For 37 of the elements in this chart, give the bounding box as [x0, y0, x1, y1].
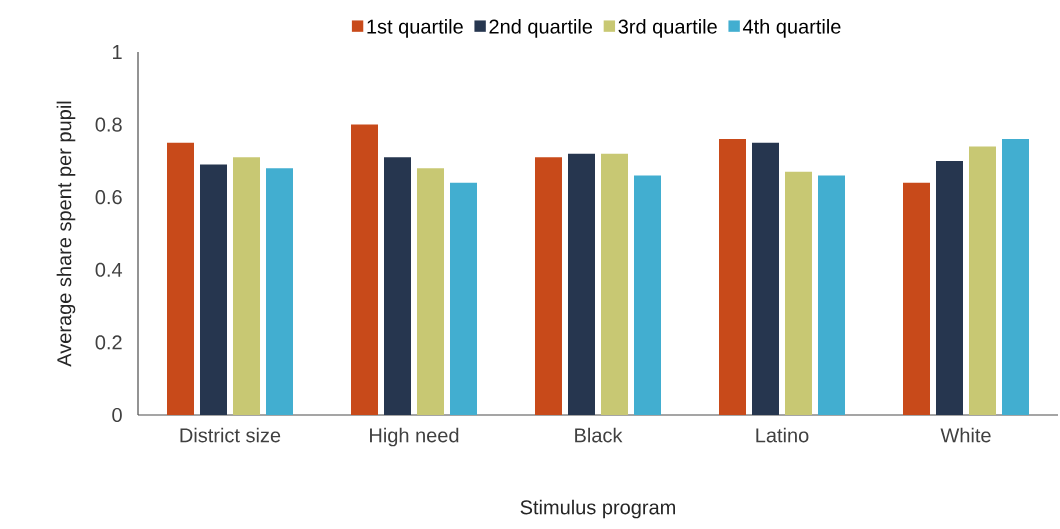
bar	[969, 146, 996, 415]
y-axis-title: Average share spent per pupil	[56, 101, 76, 367]
legend-label: 3rd quartile	[618, 19, 717, 38]
bar	[719, 139, 746, 415]
bar	[266, 168, 293, 415]
legend-label: 1st quartile	[367, 19, 463, 38]
bar	[568, 153, 595, 415]
y-tick-label: 1	[113, 45, 122, 59]
x-tick-label: Latino	[756, 427, 809, 443]
bar	[752, 142, 779, 415]
bar	[535, 157, 562, 415]
x-tick-label: High need	[370, 427, 459, 447]
x-tick-label: District size	[180, 427, 281, 443]
bar	[200, 164, 227, 415]
bar	[417, 168, 444, 415]
y-tick-label: 0.2	[95, 335, 122, 350]
y-tick-label: 0.6	[95, 190, 122, 205]
bar	[818, 175, 845, 415]
bar	[936, 160, 963, 415]
y-tick-label: 0	[112, 407, 122, 423]
legend-label: 4th quartile	[742, 19, 841, 38]
bar	[601, 153, 628, 415]
y-tick-label: 0.4	[95, 262, 123, 277]
bar	[450, 182, 477, 415]
bar	[1002, 139, 1029, 415]
bar	[634, 175, 661, 415]
bar	[167, 142, 194, 415]
bar	[384, 157, 411, 415]
x-tick-label: Black	[575, 427, 623, 443]
y-tick-label: 0.8	[95, 117, 122, 132]
bar	[351, 124, 378, 415]
x-axis-title: Stimulus program	[520, 499, 675, 519]
bar	[785, 171, 812, 415]
legend-label: 2nd quartile	[489, 19, 593, 38]
x-tick-label: White	[940, 427, 991, 443]
bar	[233, 157, 260, 415]
bar	[903, 182, 930, 415]
